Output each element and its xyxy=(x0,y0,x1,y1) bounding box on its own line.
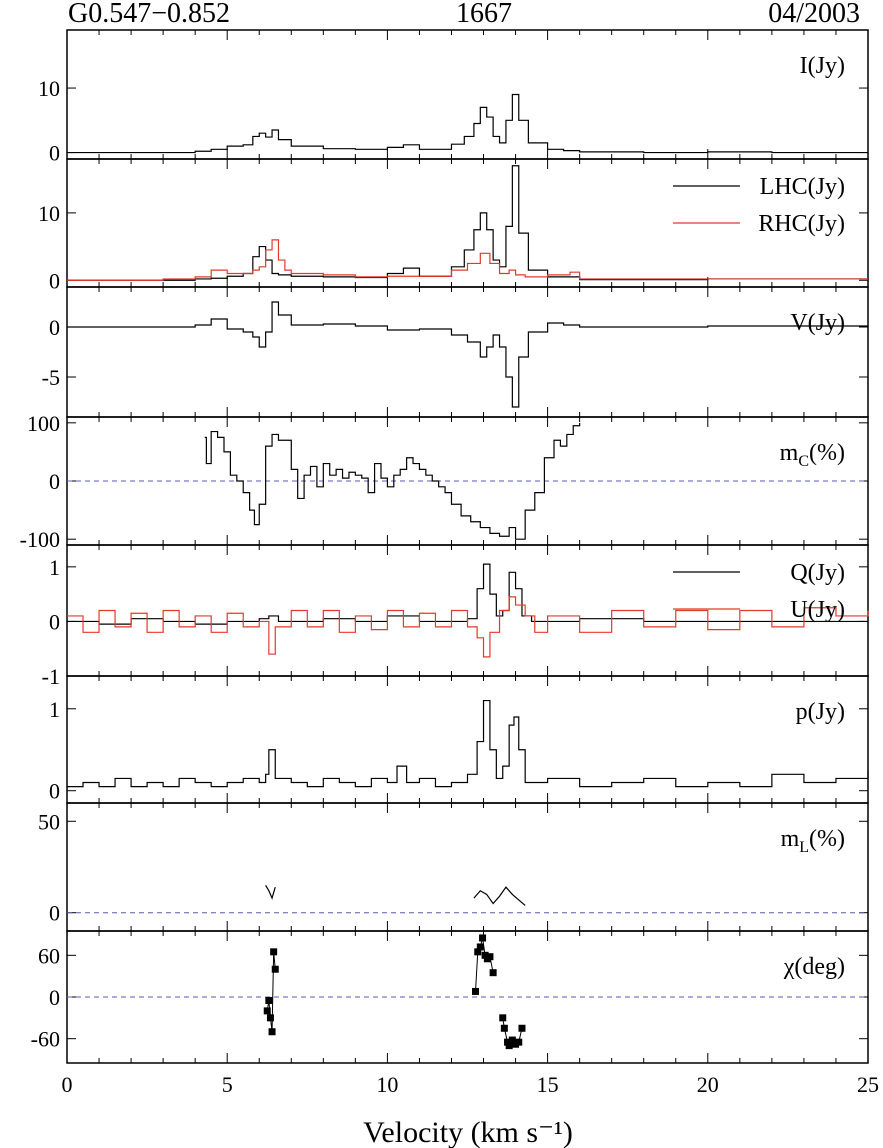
panel-frame xyxy=(66,286,869,418)
y-tick-label: 0 xyxy=(49,901,60,926)
data-point xyxy=(263,1007,271,1015)
data-point xyxy=(474,948,482,956)
series-line xyxy=(473,886,526,906)
panel-ylabel: mC(%) xyxy=(780,440,845,470)
panel-3: -5 0 V(Jy) xyxy=(42,286,869,418)
y-tick-label: 0 xyxy=(49,141,60,166)
y-tick-label: 100 xyxy=(27,411,60,436)
panel-frame xyxy=(66,675,869,804)
panel-ylabel: p(Jy) xyxy=(796,699,845,725)
data-point xyxy=(515,1038,523,1046)
series-line xyxy=(67,596,869,658)
data-point xyxy=(499,1014,507,1022)
data-point xyxy=(265,996,273,1004)
panel-ylabel: I(Jy) xyxy=(800,53,845,79)
data-point xyxy=(505,1042,513,1050)
data-point xyxy=(472,987,480,995)
data-point xyxy=(518,1024,526,1032)
y-tick-label: 60 xyxy=(38,943,60,968)
data-point xyxy=(476,943,484,951)
panel-4: -100 0 100 mC(%) xyxy=(20,411,869,552)
x-tick-label: 10 xyxy=(376,1072,398,1097)
series-line xyxy=(67,93,868,154)
y-tick-label: 0 xyxy=(49,268,60,293)
date-title: 04/2003 xyxy=(768,0,860,29)
panel-ylabel: mL(%) xyxy=(781,826,845,856)
series-line xyxy=(67,699,869,788)
y-tick-label: 0 xyxy=(49,469,60,494)
y-tick-label: -1 xyxy=(42,664,60,689)
source-title: G0.547−0.852 xyxy=(68,0,230,29)
data-point xyxy=(486,953,494,961)
panel-frame xyxy=(66,29,869,160)
legend-label: U(Jy) xyxy=(790,597,845,623)
x-axis-label: Velocity (km s⁻¹) xyxy=(363,1116,573,1148)
y-tick-label: 0 xyxy=(49,985,60,1010)
legend-label: Q(Jy) xyxy=(790,560,845,586)
panel-6: 0 1 p(Jy) xyxy=(49,675,869,804)
data-point xyxy=(271,965,279,973)
y-tick-label: 0 xyxy=(49,779,60,804)
panel-7: 0 50 mL(%) xyxy=(38,802,869,932)
y-tick-label: 10 xyxy=(38,76,60,101)
frequency-title: 1667 xyxy=(456,0,512,29)
x-tick-label: 20 xyxy=(697,1072,719,1097)
data-point xyxy=(508,1036,516,1044)
x-tick-label: 0 xyxy=(62,1072,73,1097)
y-tick-label: 1 xyxy=(49,555,60,580)
data-point xyxy=(479,934,487,942)
series-line xyxy=(265,884,276,900)
panel-1: 0 10 I(Jy) xyxy=(38,29,869,166)
series-line xyxy=(67,239,868,281)
x-tick-label: 15 xyxy=(537,1072,559,1097)
panel-ylabel: χ(deg) xyxy=(783,954,845,980)
y-tick-label: 50 xyxy=(38,809,60,834)
x-tick-label: 25 xyxy=(857,1072,879,1097)
y-tick-label: 0 xyxy=(49,315,60,340)
data-point xyxy=(489,969,497,977)
data-point xyxy=(268,1028,276,1036)
data-point xyxy=(500,1024,508,1032)
panel-ylabel: V(Jy) xyxy=(790,310,845,336)
data-point xyxy=(266,1014,274,1022)
panel-5: -1 0 1 Q(Jy) U(Jy) xyxy=(42,544,869,689)
legend-label: RHC(Jy) xyxy=(758,211,845,237)
y-tick-label: -5 xyxy=(42,365,60,390)
series-line xyxy=(67,301,869,408)
y-tick-label: 0 xyxy=(49,609,60,634)
y-tick-label: 1 xyxy=(49,697,60,722)
series-line xyxy=(204,422,581,540)
data-point xyxy=(270,948,278,956)
y-tick-label: 10 xyxy=(38,201,60,226)
legend-label: LHC(Jy) xyxy=(760,174,845,200)
y-tick-label: -100 xyxy=(20,527,60,552)
y-tick-label: -60 xyxy=(31,1027,60,1052)
x-tick-label: 5 xyxy=(222,1072,233,1097)
panel-frame xyxy=(66,802,869,932)
panel-2: 0 10 LHC(Jy) RHC(Jy) xyxy=(38,158,869,293)
